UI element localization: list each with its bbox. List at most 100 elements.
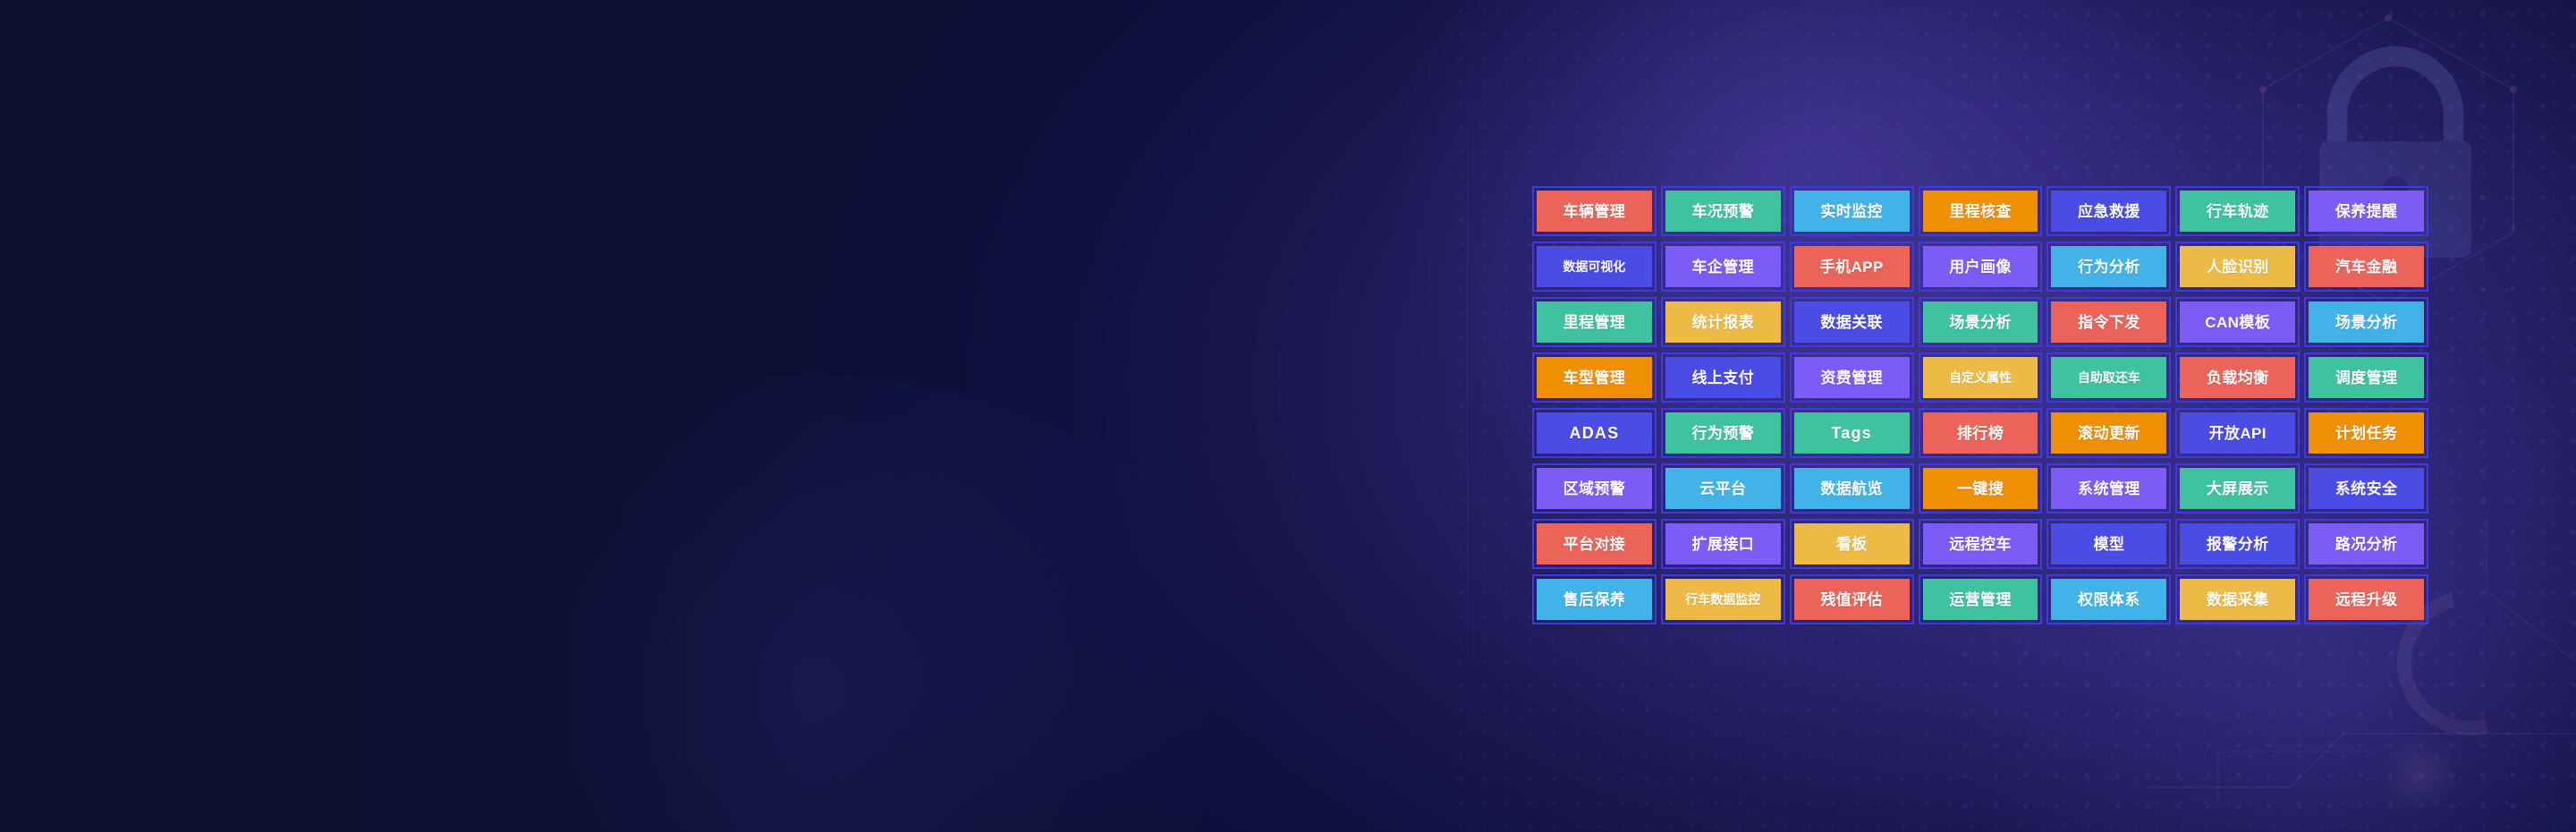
feature-tile-label: Tags xyxy=(1831,424,1872,442)
feature-tile[interactable]: 用户画像 xyxy=(1918,242,2043,292)
feature-tile[interactable]: 开放API xyxy=(2175,408,2301,458)
feature-tile[interactable]: 手机APP xyxy=(1789,242,1914,292)
feature-tile[interactable]: 人脸识别 xyxy=(2175,242,2301,292)
feature-tile-label: 一键搜 xyxy=(1956,480,2004,497)
feature-tile[interactable]: 残值评估 xyxy=(1789,574,1914,624)
feature-tile[interactable]: 车企管理 xyxy=(1660,242,1785,292)
feature-tile[interactable]: 场景分析 xyxy=(1918,297,2043,347)
feature-tile[interactable]: 调度管理 xyxy=(2304,352,2428,403)
feature-tile[interactable]: 数据航览 xyxy=(1789,463,1914,514)
feature-tile[interactable]: 车型管理 xyxy=(1532,352,1657,403)
feature-tile-surface: 云平台 xyxy=(1665,468,1781,509)
feature-tile[interactable]: 自定义属性 xyxy=(1918,352,2043,403)
feature-tile[interactable]: 平台对接 xyxy=(1532,519,1657,569)
feature-tile[interactable]: 里程核查 xyxy=(1918,186,2043,236)
feature-tile[interactable]: 滚动更新 xyxy=(2046,408,2172,458)
feature-tile-label: 车辆管理 xyxy=(1563,202,1626,220)
feature-tile-surface: 报警分析 xyxy=(2180,523,2296,565)
feature-tile-surface: 行为分析 xyxy=(2051,246,2167,287)
feature-tile-surface: 应急救援 xyxy=(2051,191,2167,232)
feature-tile[interactable]: 运营管理 xyxy=(1918,574,2043,624)
feature-tile[interactable]: 汽车金融 xyxy=(2304,242,2428,292)
feature-tile-label: 数据关联 xyxy=(1820,313,1883,331)
feature-tile[interactable]: 行车数据监控 xyxy=(1660,574,1785,624)
feature-tile-label: 行车轨迹 xyxy=(2206,202,2269,220)
feature-tile[interactable]: 系统安全 xyxy=(2304,463,2428,514)
feature-tile-surface: 开放API xyxy=(2180,412,2296,454)
feature-tile[interactable]: 看板 xyxy=(1789,519,1914,569)
feature-tile-surface: ADAS xyxy=(1537,412,1652,454)
feature-tile[interactable]: 云平台 xyxy=(1660,463,1785,514)
feature-tile-label: 车况预警 xyxy=(1691,202,1755,220)
feature-tile-label: 保养提醒 xyxy=(2334,202,2398,220)
feature-tile-surface: 里程核查 xyxy=(1922,191,2038,232)
feature-tile[interactable]: 排行榜 xyxy=(1918,408,2043,458)
feature-tile[interactable]: 保养提醒 xyxy=(2304,186,2428,236)
feature-tile[interactable]: 车辆管理 xyxy=(1532,186,1657,236)
feature-tile-surface: 汽车金融 xyxy=(2309,246,2424,287)
feature-tile[interactable]: 模型 xyxy=(2046,519,2172,569)
feature-tile[interactable]: 行为预警 xyxy=(1660,408,1785,458)
feature-tile[interactable]: ADAS xyxy=(1532,408,1657,458)
feature-tile[interactable]: 实时监控 xyxy=(1789,186,1914,236)
feature-tile-label: 统计报表 xyxy=(1691,313,1755,331)
feature-tile-label: 车企管理 xyxy=(1691,258,1755,276)
feature-tile[interactable]: 负载均衡 xyxy=(2175,352,2301,403)
feature-tile[interactable]: 行为分析 xyxy=(2046,242,2172,292)
feature-tile-label: ADAS xyxy=(1569,424,1620,442)
feature-tile-label: 线上支付 xyxy=(1691,369,1755,386)
feature-tile[interactable]: CAN模板 xyxy=(2175,297,2301,347)
feature-tile[interactable]: 里程管理 xyxy=(1532,297,1657,347)
feature-tile[interactable]: 售后保养 xyxy=(1532,574,1657,624)
feature-tile[interactable]: 权限体系 xyxy=(2046,574,2172,624)
feature-tile[interactable]: 数据采集 xyxy=(2175,574,2301,624)
feature-tile[interactable]: 线上支付 xyxy=(1660,352,1785,403)
feature-tile[interactable]: 计划任务 xyxy=(2304,408,2428,458)
feature-tile[interactable]: Tags xyxy=(1789,408,1914,458)
feature-tile-surface: 数据可视化 xyxy=(1537,246,1652,287)
feature-tile[interactable]: 指令下发 xyxy=(2046,297,2172,347)
feature-tile[interactable]: 路况分析 xyxy=(2304,519,2428,569)
feature-tile-label: 指令下发 xyxy=(2078,313,2140,331)
feature-tile-label: 大屏展示 xyxy=(2206,480,2269,497)
feature-tile[interactable]: 资费管理 xyxy=(1789,352,1914,403)
feature-tile[interactable]: 报警分析 xyxy=(2175,519,2301,569)
feature-tile-label: 系统安全 xyxy=(2334,480,2398,497)
feature-tile-surface: 远程控车 xyxy=(1922,523,2038,565)
feature-tile-surface: 线上支付 xyxy=(1665,357,1781,398)
feature-tile[interactable]: 自助取还车 xyxy=(2046,352,2172,403)
feature-tile-surface: 运营管理 xyxy=(1922,579,2038,620)
feature-tile[interactable]: 数据关联 xyxy=(1789,297,1914,347)
feature-tile[interactable]: 一键搜 xyxy=(1918,463,2043,514)
feature-tile[interactable]: 场景分析 xyxy=(2304,297,2428,347)
feature-tile[interactable]: 车况预警 xyxy=(1660,186,1785,236)
feature-tile[interactable]: 扩展接口 xyxy=(1660,519,1785,569)
feature-tile-label: 实时监控 xyxy=(1820,202,1883,220)
feature-tile[interactable]: 应急救援 xyxy=(2046,186,2172,236)
feature-tile-label: 数据航览 xyxy=(1820,480,1883,497)
feature-tile-surface: 行为预警 xyxy=(1665,412,1781,454)
feature-tile-label: 模型 xyxy=(2093,535,2125,553)
feature-tile[interactable]: 区域预警 xyxy=(1532,463,1657,514)
feature-tile-label: 远程升级 xyxy=(2334,590,2398,608)
feature-tile[interactable]: 行车轨迹 xyxy=(2175,186,2301,236)
divider-line xyxy=(1467,0,1468,832)
feature-tile[interactable]: 远程控车 xyxy=(1918,519,2043,569)
feature-tile-label: CAN模板 xyxy=(2205,313,2271,331)
feature-tile-surface: 数据关联 xyxy=(1793,301,1910,343)
feature-tile[interactable]: 数据可视化 xyxy=(1532,242,1657,292)
feature-tile-label: 数据可视化 xyxy=(1563,259,1626,274)
feature-tile[interactable]: 远程升级 xyxy=(2304,574,2428,624)
background-left-fade xyxy=(0,0,805,832)
feature-tile[interactable]: 统计报表 xyxy=(1660,297,1785,347)
feature-tile-label: 售后保养 xyxy=(1563,590,1626,608)
feature-tile-surface: 负载均衡 xyxy=(2180,357,2296,398)
feature-tile[interactable]: 大屏展示 xyxy=(2175,463,2301,514)
feature-tile-label: 滚动更新 xyxy=(2078,424,2140,442)
feature-tile-label: 负载均衡 xyxy=(2206,369,2269,386)
feature-tile-surface: 残值评估 xyxy=(1793,579,1910,620)
feature-tile-label: 用户画像 xyxy=(1949,258,2012,276)
feature-tile[interactable]: 系统管理 xyxy=(2046,463,2172,514)
feature-tile-label: 运营管理 xyxy=(1949,590,2012,608)
feature-tile-label: 权限体系 xyxy=(2078,590,2140,608)
